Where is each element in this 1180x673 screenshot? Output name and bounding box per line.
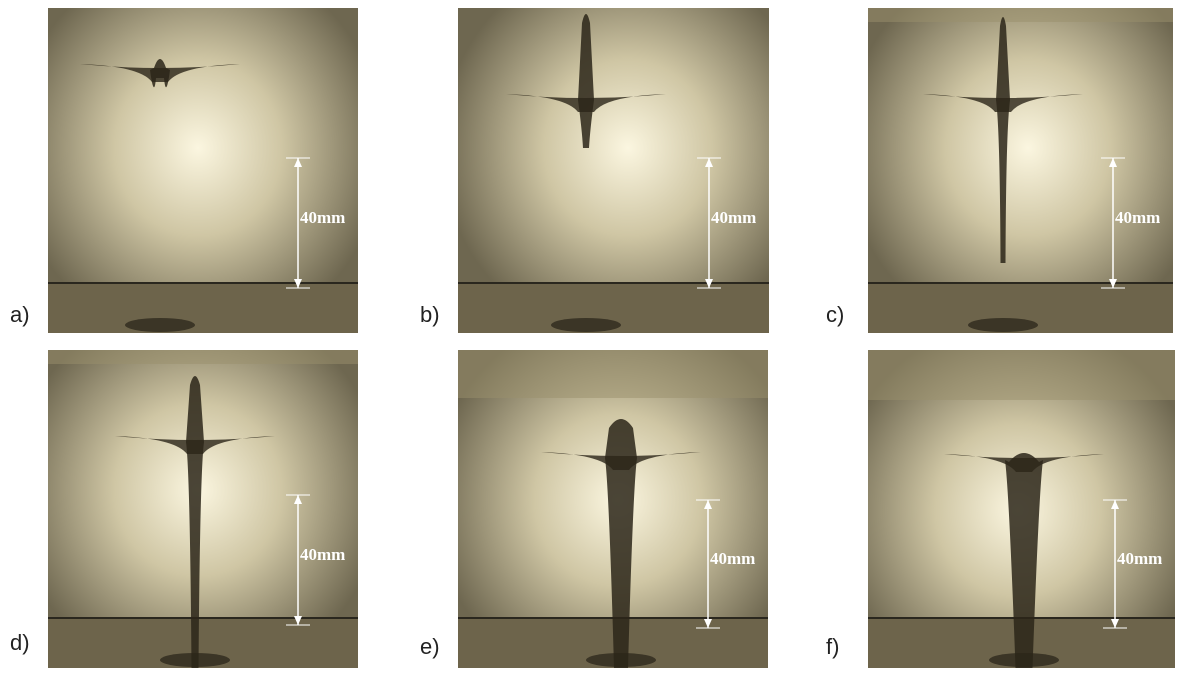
drain [551, 318, 621, 332]
scale-label: 40mm [711, 208, 756, 227]
photo: 40mm [868, 350, 1175, 668]
floor [48, 283, 358, 333]
photo: 40mm [48, 8, 358, 333]
photo-image: 40mm [458, 8, 769, 333]
photo: 40mm [48, 350, 358, 668]
figure: a)40mmb)40mmc)40mmd)40mme)40mmf)40mm (()… [0, 0, 1180, 673]
panel-label: c) [826, 302, 844, 328]
panel-label: d) [10, 630, 30, 656]
photo-image: 40mm [868, 350, 1175, 668]
panel-label: a) [10, 302, 30, 328]
panel-label: e) [420, 634, 440, 660]
photo-image: 40mm [868, 8, 1173, 333]
tank-edge [458, 350, 768, 398]
drain [968, 318, 1038, 332]
photo-image: 40mm [458, 350, 768, 668]
photo: 40mm [868, 8, 1173, 333]
scale-label: 40mm [710, 549, 755, 568]
tank-edge [868, 8, 1173, 22]
panel-label: b) [420, 302, 440, 328]
photo-image: 40mm [48, 8, 358, 333]
scale-label: 40mm [1115, 208, 1160, 227]
drain [125, 318, 195, 332]
panel-label: f) [826, 634, 839, 660]
tank-edge [48, 350, 358, 364]
tank-edge [868, 350, 1175, 400]
photo: 40mm [458, 350, 768, 668]
scale-label: 40mm [300, 545, 345, 564]
scale-label: 40mm [1117, 549, 1162, 568]
scale-label: 40mm [300, 208, 345, 227]
photo: 40mm [458, 8, 769, 333]
photo-image: 40mm [48, 350, 358, 668]
